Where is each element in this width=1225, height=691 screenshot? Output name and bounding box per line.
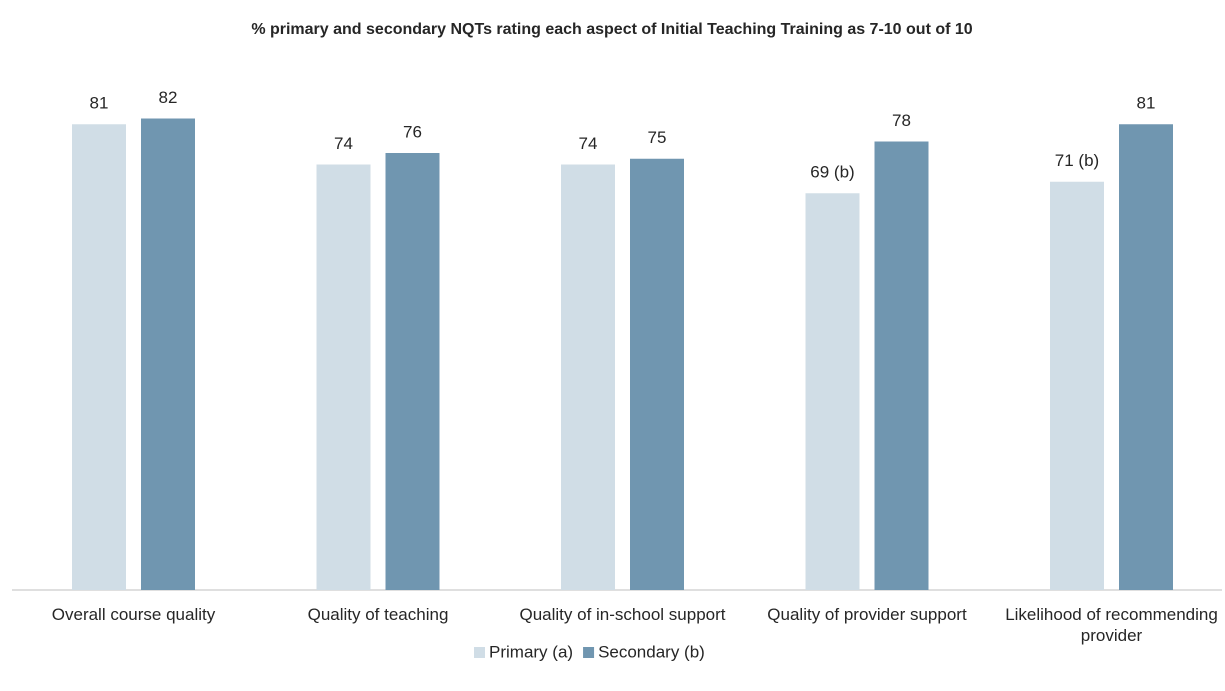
bar xyxy=(561,164,615,590)
bar xyxy=(316,164,371,590)
x-tick-label: Quality of teaching xyxy=(307,605,449,624)
value-label: 69 (b) xyxy=(810,163,854,182)
legend-label: Secondary (b) xyxy=(598,642,705,661)
legend-label: Primary (a) xyxy=(489,642,573,661)
bar xyxy=(630,158,684,590)
bar xyxy=(1050,181,1104,590)
value-label: 82 xyxy=(159,88,178,107)
value-label: 81 xyxy=(1137,94,1156,113)
bar xyxy=(1119,124,1173,590)
value-label: 75 xyxy=(648,128,667,147)
bar xyxy=(385,153,440,590)
x-tick-label: Quality of in-school support xyxy=(519,605,726,624)
chart-title: % primary and secondary NQTs rating each… xyxy=(251,21,972,38)
bar xyxy=(141,118,195,590)
x-tick-label: Likelihood of recommending provider xyxy=(1005,605,1218,645)
value-label: 74 xyxy=(579,134,598,153)
x-tick-label: Quality of provider support xyxy=(767,605,967,624)
value-label: 71 (b) xyxy=(1055,151,1099,170)
value-label: 76 xyxy=(403,122,422,141)
value-label: 78 xyxy=(892,111,911,130)
bar xyxy=(874,141,929,590)
value-label: 81 xyxy=(90,94,109,113)
legend-swatch xyxy=(583,647,595,658)
x-tick-label: Overall course quality xyxy=(51,605,216,624)
bar xyxy=(805,193,860,590)
legend-swatch xyxy=(474,647,485,658)
value-label: 74 xyxy=(334,134,353,153)
bar xyxy=(72,124,126,590)
